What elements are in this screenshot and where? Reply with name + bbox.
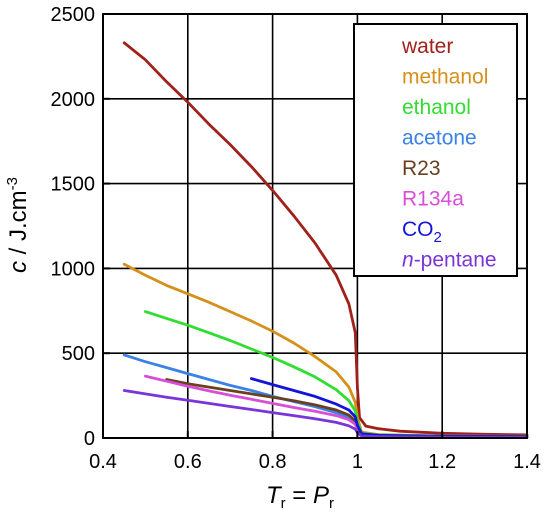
- y-axis-title-main: c: [5, 261, 32, 273]
- x-axis-title-second-sub: r: [329, 495, 334, 512]
- x-axis-title-main-sub: r: [281, 495, 286, 512]
- x-tick-label: 0.4: [89, 451, 117, 473]
- legend-entry-ethanol: ethanol: [402, 96, 471, 119]
- ticks: [102, 13, 528, 439]
- x-axis-title: Tr = Pr: [266, 482, 334, 512]
- legend-entry-co2: CO2: [402, 218, 442, 246]
- legend-entry-n-pentane: n-pentane: [402, 249, 497, 272]
- legend-entry-text: -pentane: [414, 249, 497, 272]
- x-tick-label: 1: [352, 451, 363, 473]
- series-layer: [122, 41, 529, 439]
- legend-entry-water: water: [401, 35, 453, 58]
- legend-entry-text: CO: [402, 218, 434, 241]
- plot-frame: [102, 13, 528, 439]
- y-axis-title-unit: / J.cm: [5, 190, 32, 261]
- legend-entry-text: n: [402, 249, 414, 272]
- legend-entry-methanol: methanol: [402, 66, 488, 89]
- y-tick-labels: 0 500 1000 1500 2000 2500: [51, 4, 96, 450]
- legend-entry-r134a: R134a: [402, 188, 464, 211]
- x-tick-label: 1.2: [428, 451, 456, 473]
- x-tick-label: 1.4: [513, 451, 541, 473]
- y-tick-label: 1000: [51, 258, 96, 280]
- y-tick-label: 0: [84, 428, 95, 450]
- legend-entry-text: ethanol: [402, 96, 471, 119]
- y-tick-label: 2500: [51, 4, 96, 26]
- x-tick-label: 0.8: [259, 451, 287, 473]
- y-tick-label: 1500: [51, 174, 96, 196]
- legend-entry-text: acetone: [402, 127, 477, 150]
- y-axis-title-sup: -3: [4, 177, 21, 190]
- series-line-n-pentane: [122, 389, 529, 439]
- legend-entry-text: water: [401, 35, 453, 58]
- legend-entries: water methanol ethanol acetone R23 R134a CO2 n-…: [401, 35, 497, 272]
- x-axis-title-main: T: [266, 482, 283, 509]
- y-axis-title: c / J.cm-3: [4, 177, 32, 273]
- x-tick-label: 0.6: [174, 451, 202, 473]
- legend-entry-acetone: acetone: [402, 127, 477, 150]
- legend-box: [353, 23, 518, 277]
- legend-entry-text: 2: [434, 229, 442, 246]
- legend-entry-text: R134a: [402, 188, 464, 211]
- y-tick-label: 500: [62, 343, 95, 365]
- legend-entry-text: methanol: [402, 66, 488, 89]
- x-tick-labels: 0.4 0.6 0.8 1 1.2 1.4: [89, 451, 541, 473]
- legend-entry-r23: R23: [402, 157, 441, 180]
- x-axis-title-second: P: [313, 482, 329, 509]
- x-axis-title-eq: =: [286, 482, 313, 509]
- series-line-acetone: [122, 353, 529, 439]
- legend-entry-text: R23: [402, 157, 441, 180]
- y-tick-label: 2000: [51, 89, 96, 111]
- series-line-water: [122, 41, 529, 437]
- legend: water methanol ethanol acetone R23 R134a CO2 n-…: [353, 23, 518, 277]
